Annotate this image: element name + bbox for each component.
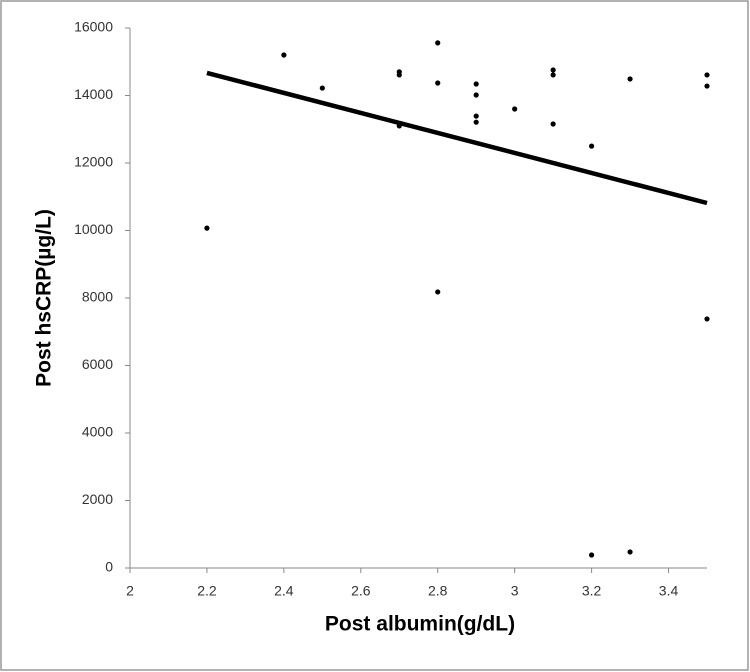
y-tick-label: 2000	[82, 491, 113, 507]
y-tick-label: 16000	[74, 19, 113, 35]
y-tick-label: 14000	[74, 86, 113, 102]
x-tick-label: 2.6	[351, 583, 371, 599]
x-tick-label: 2.8	[428, 583, 448, 599]
point	[473, 81, 479, 87]
trend-line	[206, 70, 708, 206]
x-tick-label: 3.4	[659, 583, 679, 599]
point	[281, 52, 287, 58]
y-tick-label: 6000	[82, 356, 113, 372]
x-tick-label: 2.2	[197, 583, 217, 599]
point	[473, 92, 479, 98]
point	[435, 40, 441, 46]
point	[550, 72, 556, 78]
x-tick-label: 3.2	[582, 583, 602, 599]
point	[704, 316, 710, 322]
point	[627, 549, 633, 555]
y-tick-label: 8000	[82, 289, 113, 305]
point	[396, 123, 402, 129]
y-tick-label: 0	[105, 559, 113, 575]
point	[589, 552, 595, 558]
x-tick-label: 2	[126, 583, 134, 599]
point	[396, 72, 402, 78]
point	[473, 119, 479, 125]
x-tick-label: 3	[511, 583, 519, 599]
point	[704, 83, 710, 89]
point	[627, 76, 633, 82]
point	[512, 106, 518, 112]
point	[435, 289, 441, 295]
x-tick-label: 2.4	[274, 583, 294, 599]
y-tick-label: 12000	[74, 154, 113, 170]
point	[319, 85, 325, 91]
point	[704, 72, 710, 78]
y-axis-title: Post hsCRP(µg/L)	[33, 209, 56, 387]
y-tick-label: 4000	[82, 424, 113, 440]
point	[550, 121, 556, 127]
point	[204, 225, 210, 231]
point	[550, 67, 556, 73]
point	[473, 113, 479, 119]
point	[435, 80, 441, 86]
y-tick-label: 10000	[74, 221, 113, 237]
x-axis-title: Post albumin(g/dL)	[325, 613, 515, 636]
point	[589, 143, 595, 149]
